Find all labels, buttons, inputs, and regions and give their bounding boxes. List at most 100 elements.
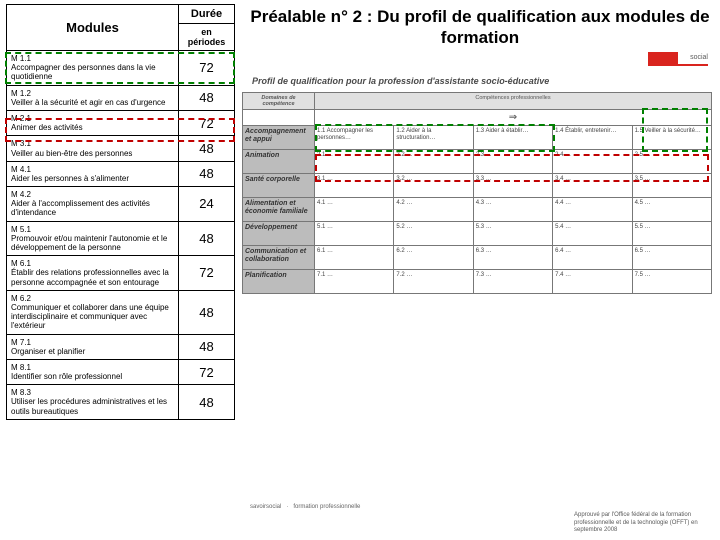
module-text: Communiquer et collaborer dans une équip…: [11, 303, 174, 331]
profile-heading: Profil de qualification pour la professi…: [252, 76, 549, 86]
module-code: M 4.2: [11, 190, 174, 199]
profile-row-label: Accompagnement et appui: [243, 126, 315, 150]
approval-note: Approuvé par l'Office fédéral de la form…: [574, 512, 714, 534]
module-code: M 6.1: [11, 259, 174, 268]
profile-cell: 2.3 …: [473, 150, 552, 174]
table-row: M 4.2Aider à l'accomplissement des activ…: [7, 187, 235, 222]
tiny-links: savoirsocial · formation professionnelle: [250, 504, 360, 510]
table-row: M 1.2Veiller à la sécurité et agir en ca…: [7, 85, 235, 110]
dom-hdr-left: Domaines de compétence: [243, 93, 315, 110]
duree-cell: 48: [179, 221, 235, 256]
module-cell: M 3.1Veiller au bien-être des personnes: [7, 136, 179, 161]
profile-cell: 6.3 …: [473, 246, 552, 270]
module-cell: M 8.3Utiliser les procédures administrat…: [7, 385, 179, 420]
table-row: M 3.1Veiller au bien-être des personnes4…: [7, 136, 235, 161]
profile-cell: 5.5 …: [632, 222, 711, 246]
profile-cell: 2.2 …: [394, 150, 473, 174]
profile-row-label: Alimentation et économie familiale: [243, 198, 315, 222]
module-text: Accompagner des personnes dans la vie qu…: [11, 63, 174, 81]
profile-cell: 7.3 …: [473, 270, 552, 294]
profile-row-label: Planification: [243, 270, 315, 294]
duree-cell: 48: [179, 334, 235, 359]
module-cell: M 1.2Veiller à la sécurité et agir en ca…: [7, 85, 179, 110]
profile-cell: 1.1 Accompagner les personnes…: [315, 126, 394, 150]
duree-cell: 48: [179, 136, 235, 161]
profile-cell: 4.3 …: [473, 198, 552, 222]
module-code: M 8.1: [11, 363, 174, 372]
module-text: Aider les personnes à s'alimenter: [11, 174, 174, 183]
table-row: M 7.1Organiser et planifier48: [7, 334, 235, 359]
profile-cell: 5.4 …: [553, 222, 632, 246]
profile-cell: 1.2 Aider à la structuration…: [394, 126, 473, 150]
profile-cell: 3.2 …: [394, 174, 473, 198]
table-row: M 8.1Identifier son rôle professionnel72: [7, 359, 235, 384]
table-row: M 5.1Promouvoir et/ou maintenir l'autono…: [7, 221, 235, 256]
profile-cell: 1.3 Aider à établir…: [473, 126, 552, 150]
module-cell: M 4.1Aider les personnes à s'alimenter: [7, 161, 179, 186]
module-code: M 8.3: [11, 388, 174, 397]
profile-cell: 6.4 …: [553, 246, 632, 270]
profile-cell: 4.2 …: [394, 198, 473, 222]
modules-table: Modules Durée en périodes M 1.1Accompagn…: [6, 4, 235, 420]
module-code: M 2.1: [11, 114, 174, 123]
module-text: Animer des activités: [11, 123, 174, 132]
dom-hdr-right: Compétences professionnelles: [315, 93, 712, 110]
duree-cell: 24: [179, 187, 235, 222]
profile-row-label: Communication et collaboration: [243, 246, 315, 270]
table-row: M 6.2Communiquer et collaborer dans une …: [7, 290, 235, 334]
module-cell: M 7.1Organiser et planifier: [7, 334, 179, 359]
duree-cell: 72: [179, 359, 235, 384]
arrow-cell: ⇒: [315, 110, 712, 126]
profile-row-label: Animation: [243, 150, 315, 174]
duree-cell: 48: [179, 85, 235, 110]
profile-cell: 5.3 …: [473, 222, 552, 246]
module-cell: M 4.2Aider à l'accomplissement des activ…: [7, 187, 179, 222]
profile-cell: 4.4 …: [553, 198, 632, 222]
module-text: Utiliser les procédures administratives …: [11, 397, 174, 415]
profile-cell: 3.4 …: [553, 174, 632, 198]
duree-cell: 48: [179, 161, 235, 186]
module-text: Veiller au bien-être des personnes: [11, 149, 174, 158]
qualification-profile: social Profil de qualification pour la p…: [242, 52, 712, 352]
arrow-row-label: [243, 110, 315, 126]
duree-cell: 72: [179, 51, 235, 86]
logo-social: social: [648, 52, 708, 66]
module-cell: M 6.1Établir des relations professionnel…: [7, 256, 179, 291]
profile-cell: 5.2 …: [394, 222, 473, 246]
profile-cell: 7.2 …: [394, 270, 473, 294]
header-modules: Modules: [7, 5, 179, 51]
table-row: M 6.1Établir des relations professionnel…: [7, 256, 235, 291]
slide-title: Préalable n° 2 : Du profil de qualificat…: [250, 6, 710, 49]
duree-cell: 72: [179, 256, 235, 291]
module-text: Promouvoir et/ou maintenir l'autonomie e…: [11, 234, 174, 252]
profile-cell: 7.4 …: [553, 270, 632, 294]
table-row: M 2.1Animer des activités 72: [7, 110, 235, 135]
table-row: M 8.3Utiliser les procédures administrat…: [7, 385, 235, 420]
header-duree: Durée: [179, 5, 235, 24]
profile-cell: 2.4 …: [553, 150, 632, 174]
duree-cell: 48: [179, 290, 235, 334]
profile-cell: 6.2 …: [394, 246, 473, 270]
duree-cell: 72: [179, 110, 235, 135]
header-duree-sub: en périodes: [179, 24, 235, 51]
module-code: M 4.1: [11, 165, 174, 174]
table-row: M 1.1Accompagner des personnes dans la v…: [7, 51, 235, 86]
module-code: M 6.2: [11, 294, 174, 303]
profile-cell: 3.5 …: [632, 174, 711, 198]
profile-cell: 5.1 …: [315, 222, 394, 246]
profile-cell: 1.5 Veiller à la sécurité…: [632, 126, 711, 150]
profile-cell: 2.1 …: [315, 150, 394, 174]
profile-cell: 3.1 …: [315, 174, 394, 198]
profile-grid: Domaines de compétence Compétences profe…: [242, 92, 712, 294]
profile-cell: 6.1 …: [315, 246, 394, 270]
profile-cell: 7.5 …: [632, 270, 711, 294]
module-code: M 1.1: [11, 54, 174, 63]
module-code: M 3.1: [11, 139, 174, 148]
profile-cell: 7.1 …: [315, 270, 394, 294]
module-code: M 1.2: [11, 89, 174, 98]
module-text: Veiller à la sécurité et agir en cas d'u…: [11, 98, 174, 107]
module-code: M 7.1: [11, 338, 174, 347]
module-text: Aider à l'accomplissement des activités …: [11, 199, 174, 217]
profile-cell: 3.3 …: [473, 174, 552, 198]
profile-cell: 2.5 …: [632, 150, 711, 174]
